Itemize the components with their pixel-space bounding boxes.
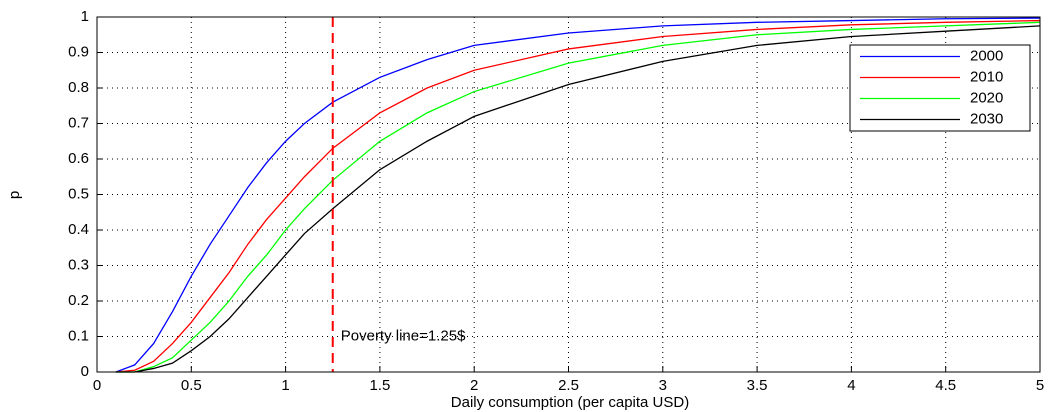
x-tick-label: 3.5 (747, 377, 768, 394)
y-axis-label: p (6, 191, 23, 199)
y-tick-label: 0.1 (68, 327, 89, 344)
legend-label: 2020 (970, 89, 1003, 106)
x-tick-label: 0 (93, 377, 101, 394)
x-tick-label: 1.5 (369, 377, 390, 394)
x-tick-label: 4.5 (935, 377, 956, 394)
y-tick-label: 0.4 (68, 221, 89, 238)
legend-label: 2000 (970, 47, 1003, 64)
x-tick-label: 1 (281, 377, 289, 394)
x-tick-label: 5 (1036, 377, 1044, 394)
y-tick-label: 0.7 (68, 114, 89, 131)
line-series (115, 21, 1041, 373)
y-tick-label: 0.9 (68, 43, 89, 60)
line-series (115, 19, 1041, 373)
annotation: Poverty line=1.25$ (341, 327, 466, 344)
y-tick-label: 0.6 (68, 150, 89, 167)
legend-label: 2010 (970, 68, 1003, 85)
legend-label: 2030 (970, 110, 1003, 127)
x-tick-label: 3 (659, 377, 667, 394)
y-tick-label: 0 (81, 363, 89, 380)
axes-frame (96, 16, 1041, 373)
line-series (115, 17, 1041, 373)
y-tick-label: 0.8 (68, 79, 89, 96)
line-series (115, 25, 1041, 373)
y-tick-label: 0.2 (68, 292, 89, 309)
x-tick-label: 0.5 (181, 377, 202, 394)
x-tick-label: 2 (470, 377, 478, 394)
x-axis-label: Daily consumption (per capita USD) (451, 394, 689, 411)
y-tick-label: 0.5 (68, 185, 89, 202)
y-tick-label: 1 (81, 8, 89, 25)
legend-box (849, 44, 1031, 132)
y-tick-label: 0.3 (68, 256, 89, 273)
x-tick-label: 4 (847, 377, 855, 394)
x-tick-label: 2.5 (558, 377, 579, 394)
